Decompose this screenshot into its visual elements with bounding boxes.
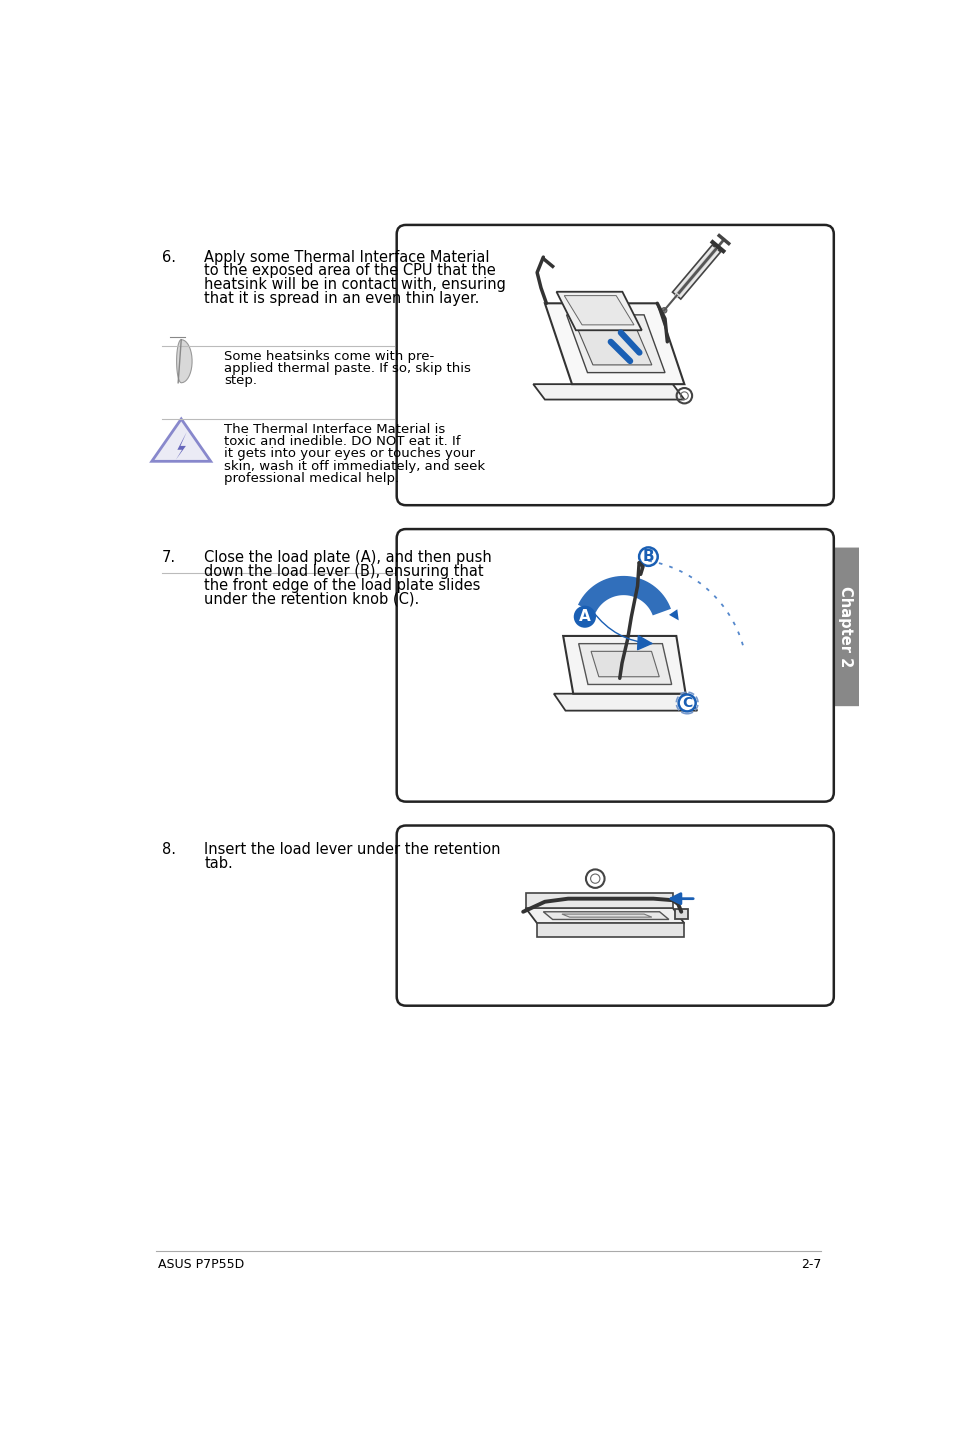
Text: Insert the load lever under the retention: Insert the load lever under the retentio…: [204, 843, 500, 857]
Circle shape: [660, 308, 666, 313]
FancyBboxPatch shape: [396, 529, 833, 801]
Text: the front edge of the load plate slides: the front edge of the load plate slides: [204, 578, 480, 592]
Polygon shape: [576, 325, 651, 365]
Polygon shape: [672, 244, 720, 299]
Text: skin, wash it off immediately, and seek: skin, wash it off immediately, and seek: [224, 460, 484, 473]
Text: that it is spread in an even thin layer.: that it is spread in an even thin layer.: [204, 290, 479, 306]
Polygon shape: [578, 644, 671, 684]
Text: Some heatsinks come with pre-: Some heatsinks come with pre-: [224, 349, 434, 362]
Text: toxic and inedible. DO NOT eat it. If: toxic and inedible. DO NOT eat it. If: [224, 436, 460, 449]
Polygon shape: [525, 907, 683, 923]
Text: down the load lever (B), ensuring that: down the load lever (B), ensuring that: [204, 564, 483, 578]
Polygon shape: [543, 912, 668, 919]
Text: A: A: [578, 610, 590, 624]
Polygon shape: [556, 292, 641, 331]
Text: 6.: 6.: [162, 250, 175, 265]
Text: 7.: 7.: [162, 549, 175, 565]
FancyBboxPatch shape: [828, 548, 860, 706]
Circle shape: [678, 695, 695, 712]
Polygon shape: [675, 909, 687, 919]
Text: tab.: tab.: [204, 856, 233, 871]
Polygon shape: [533, 384, 683, 400]
Text: Chapter 2: Chapter 2: [837, 587, 852, 667]
Text: professional medical help.: professional medical help.: [224, 472, 398, 485]
Polygon shape: [554, 693, 697, 710]
Polygon shape: [525, 893, 672, 907]
Text: heatsink will be in contact with, ensuring: heatsink will be in contact with, ensuri…: [204, 278, 506, 292]
Text: Apply some Thermal Interface Material: Apply some Thermal Interface Material: [204, 250, 490, 265]
Polygon shape: [578, 575, 670, 615]
Text: The Thermal Interface Material is: The Thermal Interface Material is: [224, 423, 445, 436]
Text: 2-7: 2-7: [801, 1258, 821, 1271]
Polygon shape: [537, 923, 683, 938]
Text: step.: step.: [224, 374, 256, 387]
Circle shape: [575, 607, 595, 627]
Text: ASUS P7P55D: ASUS P7P55D: [158, 1258, 244, 1271]
Text: 8.: 8.: [162, 843, 175, 857]
Polygon shape: [561, 915, 651, 917]
Circle shape: [639, 548, 657, 567]
Polygon shape: [563, 296, 634, 325]
Text: to the exposed area of the CPU that the: to the exposed area of the CPU that the: [204, 263, 496, 279]
Polygon shape: [562, 636, 685, 693]
FancyBboxPatch shape: [396, 825, 833, 1005]
Text: Close the load plate (A), and then push: Close the load plate (A), and then push: [204, 549, 492, 565]
Polygon shape: [566, 315, 664, 372]
Text: under the retention knob (C).: under the retention knob (C).: [204, 591, 419, 607]
FancyBboxPatch shape: [396, 224, 833, 505]
Text: B: B: [642, 549, 654, 564]
Text: applied thermal paste. If so, skip this: applied thermal paste. If so, skip this: [224, 362, 470, 375]
Text: C: C: [681, 696, 692, 710]
Polygon shape: [176, 339, 192, 383]
Polygon shape: [175, 431, 187, 460]
Polygon shape: [544, 303, 683, 384]
Polygon shape: [591, 651, 659, 677]
Text: it gets into your eyes or touches your: it gets into your eyes or touches your: [224, 447, 475, 460]
Polygon shape: [152, 418, 211, 462]
